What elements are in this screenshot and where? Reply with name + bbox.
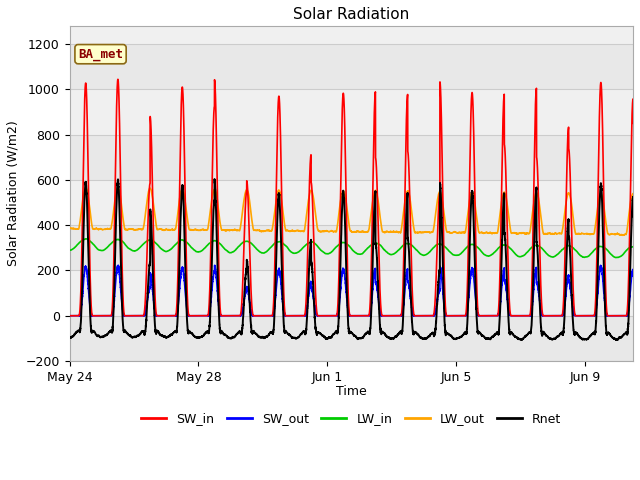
Rnet <box>516 336 524 342</box>
SW_in <box>516 313 524 319</box>
LW_in <box>82 236 90 241</box>
SW_in <box>66 313 74 319</box>
Rnet <box>629 214 637 219</box>
LW_out <box>511 230 518 236</box>
Rnet <box>488 334 496 340</box>
LW_out <box>287 228 295 234</box>
LW_in <box>516 254 524 260</box>
SW_in <box>531 115 539 121</box>
SW_out <box>303 306 311 312</box>
Rnet <box>211 176 218 182</box>
X-axis label: Time: Time <box>336 385 367 398</box>
LW_out <box>516 230 524 236</box>
SW_out <box>66 313 74 319</box>
Line: Rnet: Rnet <box>70 179 633 340</box>
LW_in <box>629 244 637 250</box>
Line: SW_out: SW_out <box>70 265 633 316</box>
LW_in <box>488 252 496 257</box>
SW_in <box>114 76 122 82</box>
LW_out <box>303 208 311 214</box>
Rnet <box>287 334 295 339</box>
LW_out <box>488 230 496 236</box>
LW_out <box>531 193 539 199</box>
Line: LW_in: LW_in <box>70 239 633 258</box>
LW_in <box>287 249 295 255</box>
LW_in <box>612 255 620 261</box>
SW_out <box>531 271 539 276</box>
LW_in <box>511 250 518 256</box>
Text: BA_met: BA_met <box>78 48 123 60</box>
SW_in <box>287 313 295 319</box>
Y-axis label: Solar Radiation (W/m2): Solar Radiation (W/m2) <box>7 120 20 266</box>
LW_out <box>114 185 122 191</box>
Rnet <box>531 207 539 213</box>
LW_out <box>619 232 627 238</box>
SW_out <box>115 263 122 268</box>
Rnet <box>66 335 74 340</box>
SW_out <box>629 273 637 279</box>
LW_in <box>531 242 539 248</box>
Bar <box>70 225 633 270</box>
SW_out <box>516 313 524 319</box>
Bar <box>70 316 633 361</box>
Rnet <box>303 317 311 323</box>
SW_in <box>629 120 637 126</box>
Bar <box>70 134 633 180</box>
LW_out <box>629 191 637 196</box>
Legend: SW_in, SW_out, LW_in, LW_out, Rnet: SW_in, SW_out, LW_in, LW_out, Rnet <box>136 408 566 431</box>
Rnet <box>511 333 518 339</box>
LW_in <box>303 241 311 247</box>
LW_in <box>66 247 74 253</box>
Bar <box>70 44 633 89</box>
LW_out <box>66 225 74 231</box>
Title: Solar Radiation: Solar Radiation <box>293 7 410 22</box>
SW_in <box>511 313 518 319</box>
SW_out <box>287 313 295 319</box>
SW_out <box>488 313 496 319</box>
SW_in <box>303 276 311 282</box>
Line: LW_out: LW_out <box>70 188 633 235</box>
Rnet <box>613 337 621 343</box>
SW_in <box>488 313 496 319</box>
SW_out <box>511 313 518 319</box>
Line: SW_in: SW_in <box>70 79 633 316</box>
